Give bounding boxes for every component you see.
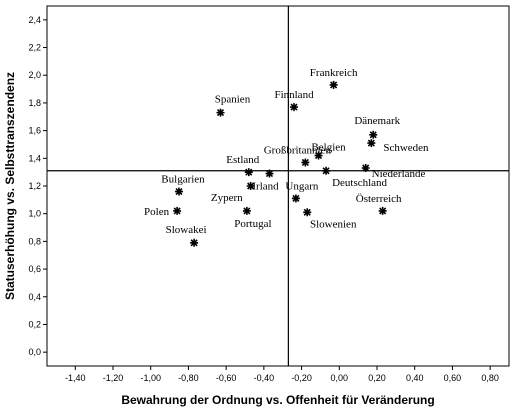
asterisk-marker [265,169,274,178]
y-tick-label: 0,4 [28,292,41,302]
plot-frame [46,5,510,367]
x-tick-label: 0,40 [406,373,424,383]
y-tick-label: 1,4 [28,153,41,163]
data-point: Niederlande [361,164,426,180]
data-point: Slowenien [303,208,357,230]
point-label: Portugal [234,218,271,230]
data-point: Spanien [215,94,251,117]
point-label: Slowenien [310,218,357,230]
data-point: Estland [226,154,260,177]
data-point: Zypern [211,182,255,204]
asterisk-marker [216,108,225,117]
y-tick-label: 1,6 [28,126,41,136]
asterisk-marker [244,168,253,177]
asterisk-marker [242,206,251,215]
x-tick-label: -1,00 [140,373,161,383]
data-point: Großbritannien [264,144,332,167]
asterisk-marker [303,208,312,217]
point-label: Österreich [356,193,402,205]
y-tick-label: 1,2 [28,181,41,191]
y-tick-label: 1,0 [28,209,41,219]
point-label: Großbritannien [264,144,332,156]
x-tick-label: -0,20 [291,373,312,383]
asterisk-marker [173,206,182,215]
x-tick-label: 0,80 [481,373,499,383]
x-tick-label: 0,60 [444,373,462,383]
data-point: Portugal [234,206,272,230]
point-label: Polen [144,206,170,218]
y-tick-label: 1,8 [28,98,41,108]
data-point: Polen [144,206,182,218]
y-tick-label: 2,0 [28,70,41,80]
asterisk-marker [175,187,183,196]
asterisk-marker [367,139,376,148]
point-label: Niederlande [372,168,426,180]
x-tick-label: -0,80 [178,373,199,383]
y-tick-label: 2,2 [28,43,41,53]
data-point: Ungarn [285,180,319,203]
y-axis-ticks: 0,0 0,2 0,4 0,6 0,8 1,0 1,2 1,4 1,6 1,8 2,0 2,2 2,4 [28,15,47,357]
point-label: Frankreich [310,67,358,79]
data-point: Österreich [356,193,402,215]
x-axis-ticks: -1,40 -1,20 -1,00 -0,80 -0,60 -0,40 -0,20 0,00 0… [65,366,499,383]
asterisk-marker [361,164,370,172]
y-tick-label: 0,8 [28,236,41,246]
data-point: Frankreich [310,67,358,89]
data-point: Bulgarien [161,174,205,196]
asterisk-marker [290,103,299,112]
point-label: Spanien [215,94,251,106]
x-tick-label: -1,20 [103,373,124,383]
x-tick-label: 0,20 [368,373,386,383]
x-tick-label: -0,40 [254,373,275,383]
point-label: Ungarn [285,180,318,192]
y-tick-label: 0,2 [28,319,41,329]
data-point: Slowakei [166,224,207,247]
point-label: Irland [252,181,279,193]
x-tick-label: 0,00 [331,373,349,383]
data-points: Frankreich Finnland Spanien Dänemark Schwede… [144,67,429,247]
data-point: Dänemark [354,115,401,139]
asterisk-marker [369,130,378,139]
asterisk-marker [291,194,300,203]
y-tick-label: 2,4 [28,15,41,25]
x-tick-label: -1,40 [65,373,86,383]
asterisk-marker [190,238,199,247]
point-label: Slowakei [166,224,207,236]
data-point: Belgien [311,142,346,160]
point-label: Schweden [383,142,429,154]
data-point: Irland [252,169,279,193]
x-axis-title: Bewahrung der Ordnung vs. Offenheit für … [121,393,434,407]
asterisk-marker [322,166,331,175]
data-point: Schweden [367,139,429,154]
asterisk-marker [329,80,338,89]
point-label: Finnland [274,89,314,101]
point-label: Zypern [211,192,243,204]
point-label: Belgien [311,142,346,154]
asterisk-marker [246,182,255,190]
asterisk-marker [314,151,323,160]
asterisk-marker [301,158,310,167]
y-tick-label: 0,6 [28,264,41,274]
asterisk-marker [378,206,387,215]
point-label: Estland [226,154,259,166]
point-label: Bulgarien [161,174,205,186]
y-axis-title: Statuserhöhung vs. Selbsttranszendenz [3,72,17,300]
point-label: Dänemark [354,115,400,127]
data-point: Deutschland [322,166,388,189]
data-point: Finnland [274,89,314,112]
y-tick-label: 0,0 [28,347,41,357]
point-label: Deutschland [332,177,387,189]
x-tick-label: -0,60 [216,373,237,383]
